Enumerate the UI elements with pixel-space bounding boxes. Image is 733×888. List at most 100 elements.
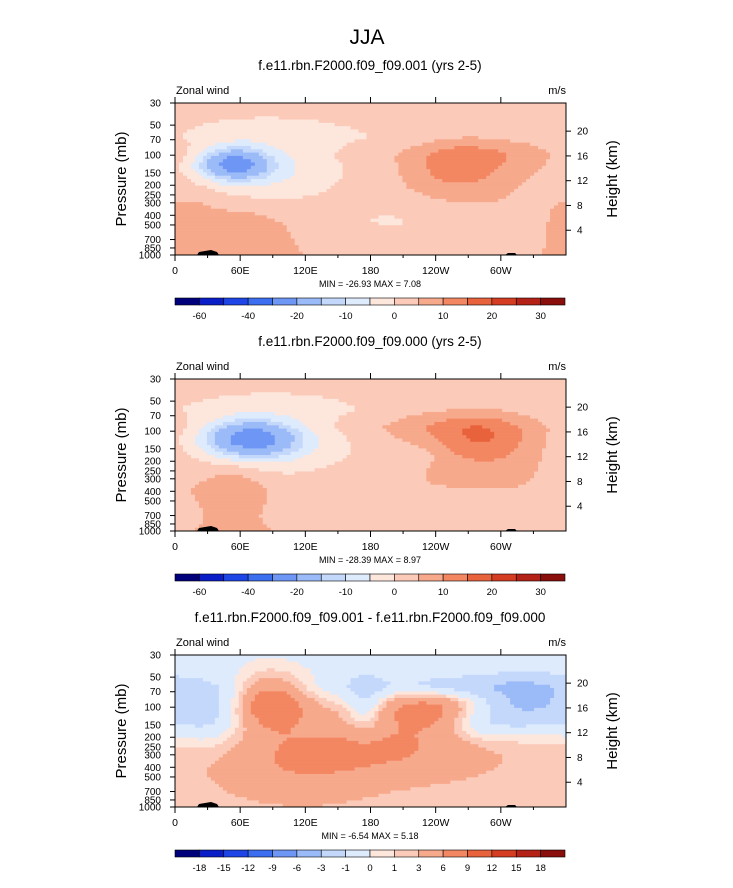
field-cell bbox=[290, 727, 399, 732]
field-cell bbox=[290, 392, 567, 397]
field-cell bbox=[378, 215, 395, 220]
colorbar-swatch bbox=[467, 573, 493, 582]
field-cell bbox=[466, 731, 479, 735]
field-cell bbox=[175, 139, 188, 144]
field-cell bbox=[462, 674, 567, 679]
field-cell bbox=[294, 241, 547, 246]
field-cell bbox=[482, 737, 567, 742]
field-cell bbox=[234, 793, 379, 798]
field-cell bbox=[250, 195, 304, 200]
field-cell bbox=[318, 694, 340, 699]
field-cell bbox=[182, 172, 200, 177]
field-cell bbox=[222, 159, 252, 163]
field-cell bbox=[374, 711, 379, 715]
field-cell bbox=[318, 701, 336, 706]
field-cell bbox=[498, 165, 543, 170]
field-cell bbox=[258, 172, 272, 177]
colorbar-swatch bbox=[369, 297, 395, 306]
field-cell bbox=[175, 398, 204, 403]
field-cell bbox=[206, 421, 224, 426]
colorbar-swatch bbox=[418, 849, 444, 858]
field-cell bbox=[482, 425, 519, 430]
field-cell bbox=[494, 688, 555, 692]
units-label: m/s bbox=[548, 637, 566, 649]
field-cell bbox=[274, 441, 292, 446]
field-cell bbox=[234, 681, 244, 686]
field-cell bbox=[430, 464, 539, 469]
field-cell bbox=[242, 714, 256, 719]
field-cell bbox=[175, 514, 204, 519]
colorbar-label: 20 bbox=[487, 311, 498, 322]
field-cell bbox=[254, 658, 288, 663]
field-cell bbox=[414, 734, 459, 739]
y-right-tick-label: 8 bbox=[577, 201, 583, 212]
field-cell bbox=[438, 438, 471, 443]
field-label: Zonal wind bbox=[176, 637, 229, 649]
field-cell bbox=[175, 248, 300, 253]
field-cell bbox=[394, 691, 439, 696]
field-cell bbox=[506, 455, 543, 459]
y-axis-title-right: Height (km) bbox=[604, 692, 621, 770]
field-cell bbox=[554, 694, 567, 699]
field-cell bbox=[222, 415, 292, 420]
field-cell bbox=[450, 697, 459, 702]
y-tick-label: 200 bbox=[144, 457, 161, 468]
field-cell bbox=[282, 678, 300, 682]
field-cell bbox=[442, 714, 459, 719]
field-cell bbox=[194, 169, 204, 173]
field-cell bbox=[506, 195, 567, 200]
field-cell bbox=[466, 777, 567, 782]
field-cell bbox=[314, 468, 427, 473]
field-cell bbox=[214, 744, 236, 749]
field-cell bbox=[175, 458, 200, 463]
field-cell bbox=[230, 707, 236, 712]
field-cell bbox=[358, 740, 371, 745]
colorbar-swatch bbox=[247, 573, 273, 582]
field-cell bbox=[338, 714, 352, 719]
field-cell bbox=[175, 402, 192, 406]
field-cell bbox=[218, 691, 236, 696]
field-cells bbox=[175, 103, 567, 256]
field-cell bbox=[394, 155, 427, 160]
field-cell bbox=[218, 711, 232, 715]
field-cell bbox=[175, 737, 200, 742]
field-cell bbox=[426, 162, 503, 167]
field-cell bbox=[294, 169, 344, 173]
panel-3: f.e11.rbn.F2000.f09_f09.001 - f.e11.rbn.… bbox=[113, 610, 621, 874]
field-cell bbox=[218, 757, 276, 762]
field-cell bbox=[374, 704, 379, 709]
field-cell bbox=[175, 408, 184, 413]
field-cell bbox=[470, 717, 491, 722]
field-cell bbox=[454, 724, 463, 729]
field-cell bbox=[175, 202, 204, 206]
field-cell bbox=[238, 464, 328, 469]
field-cell bbox=[546, 238, 567, 243]
field-cell bbox=[310, 671, 499, 676]
field-cell bbox=[350, 126, 567, 130]
field-cell bbox=[190, 162, 200, 167]
field-cell bbox=[538, 418, 567, 423]
field-cell bbox=[175, 382, 567, 387]
field-cell bbox=[194, 155, 204, 160]
field-cell bbox=[402, 218, 551, 223]
field-cell bbox=[494, 169, 539, 173]
field-cell bbox=[546, 159, 567, 163]
field-cell bbox=[250, 392, 292, 397]
field-cell bbox=[230, 717, 240, 722]
x-tick-label: 60W bbox=[490, 817, 512, 829]
field-cell bbox=[210, 777, 467, 782]
field-cell bbox=[490, 707, 523, 712]
field-cell bbox=[282, 448, 300, 453]
field-cell bbox=[486, 697, 511, 702]
field-cell bbox=[458, 734, 471, 739]
field-cell bbox=[222, 731, 236, 735]
field-cell bbox=[262, 149, 284, 154]
field-cell bbox=[350, 448, 427, 453]
field-cell bbox=[202, 507, 264, 512]
field-cell bbox=[402, 149, 439, 154]
colorbar-swatch bbox=[199, 297, 225, 306]
field-cell bbox=[290, 451, 312, 456]
field-cell bbox=[314, 431, 344, 436]
field-cell bbox=[186, 149, 204, 154]
